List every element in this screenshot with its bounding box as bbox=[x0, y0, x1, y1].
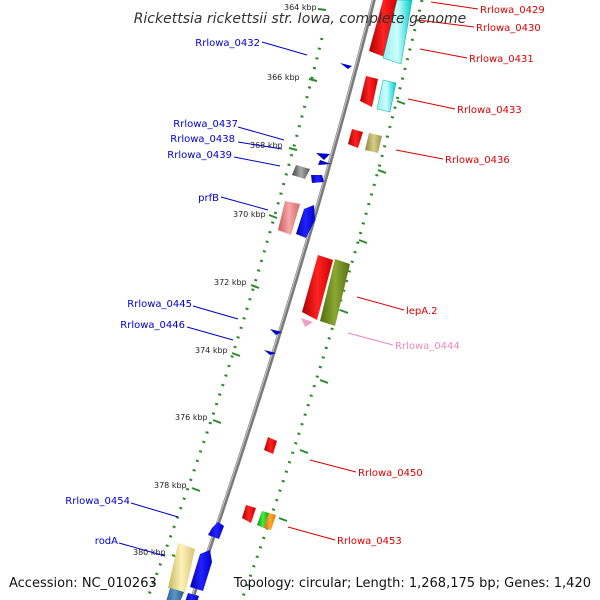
tick-mark bbox=[308, 78, 318, 82]
tick-mark bbox=[278, 517, 288, 522]
major-ticks bbox=[171, 8, 406, 559]
tick-mark bbox=[358, 239, 368, 244]
tick-mark bbox=[212, 419, 222, 424]
gene-label-rrlowa-0453: Rrlowa_0453 bbox=[337, 536, 402, 547]
gene-lepA2-red bbox=[302, 255, 333, 320]
gene-label-rrlowa-0454: Rrlowa_0454 bbox=[65, 496, 130, 507]
gene-labels: Rrlowa_0429 Rrlowa_0430 Rrlowa_0431 Rrlo… bbox=[65, 5, 544, 547]
tick-mark bbox=[268, 214, 278, 219]
tick-label: 368 kbp bbox=[250, 141, 283, 150]
gene-rrlowa-0453-red bbox=[242, 505, 256, 523]
gene-rrlowa-0444-olive bbox=[320, 259, 350, 326]
gene-label-rrlowa-0445: Rrlowa_0445 bbox=[127, 299, 192, 310]
gene-label-rrlowa-0429: Rrlowa_0429 bbox=[480, 5, 545, 16]
gene-rrlowa-0445 bbox=[270, 329, 282, 335]
gene-rrlowa-0436-khaki bbox=[365, 133, 382, 153]
tick-label: 370 kbp bbox=[233, 210, 266, 219]
tick-mark bbox=[396, 100, 406, 105]
gene-label-rrlowa-0430: Rrlowa_0430 bbox=[476, 23, 541, 34]
gene-label-rrlowa-0444: Rrlowa_0444 bbox=[395, 341, 460, 352]
tick-label: 378 kbp bbox=[154, 481, 187, 490]
gene-rrlowa-0454 bbox=[208, 522, 224, 539]
gene-label-rrlowa-0438: Rrlowa_0438 bbox=[170, 134, 235, 145]
gene-rrlowa-0453-green bbox=[257, 511, 269, 528]
tick-mark bbox=[339, 309, 349, 314]
gene-rodA-cream bbox=[168, 543, 195, 594]
gene-blue-bottom bbox=[185, 593, 199, 600]
leader-lines bbox=[118, 1, 479, 557]
gene-prfB-blue bbox=[296, 205, 315, 238]
gene-rrlowa-0437 bbox=[316, 153, 330, 160]
reverse-strand-genes bbox=[166, 63, 352, 600]
inner-dotted-guide bbox=[145, 37, 324, 600]
tick-mark bbox=[250, 284, 260, 289]
tick-label: 376 kbp bbox=[175, 413, 208, 422]
gene-label-rodA: rodA bbox=[95, 536, 118, 547]
tick-mark bbox=[288, 147, 298, 151]
gene-rrlowa-0433-red bbox=[360, 76, 378, 107]
map-title: Rickettsia rickettsii str. Iowa, complet… bbox=[134, 11, 467, 27]
gene-label-lepA2: lepA.2 bbox=[406, 306, 437, 317]
gene-label-rrlowa-0436: Rrlowa_0436 bbox=[445, 155, 510, 166]
gene-steel-bottom bbox=[166, 588, 184, 600]
gene-rodA-blue bbox=[190, 550, 212, 591]
gene-rrlowa-0444-pink bbox=[301, 318, 313, 327]
gene-label-rrlowa-0431: Rrlowa_0431 bbox=[469, 54, 534, 65]
gene-rrlowa-0446 bbox=[264, 350, 276, 355]
tick-label: 366 kbp bbox=[267, 73, 300, 82]
gene-rrlowa-0453-orange bbox=[264, 513, 276, 530]
gene-prfB-salmon bbox=[278, 201, 300, 235]
gene-rrlowa-0439-gray bbox=[292, 165, 310, 179]
gene-rrlowa-0450-red bbox=[264, 437, 277, 454]
gene-rrlowa-0431-cyan bbox=[382, 0, 413, 65]
gene-label-rrlowa-0433: Rrlowa_0433 bbox=[457, 105, 522, 116]
genome-backbone bbox=[189, 0, 376, 600]
tick-mark bbox=[377, 169, 387, 174]
gene-label-rrlowa-0437: Rrlowa_0437 bbox=[173, 119, 238, 130]
gene-rrlowa-0439-blue bbox=[311, 175, 324, 183]
accession-text: Accession: NC_010263 bbox=[9, 576, 157, 591]
tick-mark bbox=[191, 487, 201, 492]
tick-mark bbox=[317, 8, 327, 11]
gene-label-rrlowa-0450: Rrlowa_0450 bbox=[358, 468, 423, 479]
gene-label-rrlowa-0432: Rrlowa_0432 bbox=[195, 38, 260, 49]
tick-label: 372 kbp bbox=[214, 278, 247, 287]
gene-rrlowa-0431-red bbox=[369, 0, 398, 58]
gene-rrlowa-0438 bbox=[318, 160, 331, 165]
gene-label-prfB: prfB bbox=[198, 193, 219, 204]
tick-mark bbox=[319, 379, 329, 384]
gene-rrlowa-0436-red bbox=[348, 129, 363, 148]
genome-backbone-highlight bbox=[190, 0, 374, 600]
topology-summary: Topology: circular; Length: 1,268,175 bp… bbox=[233, 576, 591, 591]
gene-label-rrlowa-0439: Rrlowa_0439 bbox=[167, 150, 232, 161]
gene-label-rrlowa-0446: Rrlowa_0446 bbox=[120, 320, 185, 331]
tick-label: 380 kbp bbox=[133, 548, 166, 557]
gene-rrlowa-0432 bbox=[340, 63, 352, 69]
tick-mark bbox=[231, 352, 241, 357]
tick-mark bbox=[299, 449, 309, 454]
tick-label: 374 kbp bbox=[195, 346, 228, 355]
gene-rrlowa-0433-cyan bbox=[376, 79, 397, 113]
tick-label: 364 kbp bbox=[284, 3, 317, 12]
forward-strand-genes bbox=[242, 0, 413, 530]
tick-labels: 364 kbp 366 kbp 368 kbp 370 kbp 372 kbp … bbox=[133, 3, 317, 557]
